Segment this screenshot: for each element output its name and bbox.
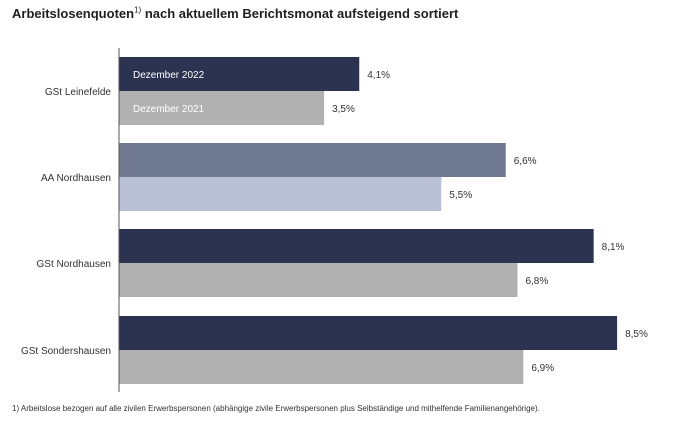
legend-label-dezember-2022: Dezember 2022 <box>133 70 205 81</box>
data-label-gst-nordhausen-dezember-2022: 8,1% <box>602 242 625 253</box>
bar-aa-nordhausen-dezember-2021 <box>119 177 442 211</box>
data-label-aa-nordhausen-dezember-2022: 6,6% <box>514 156 537 167</box>
bar-gst-leinefelde-dezember-2021 <box>119 91 325 125</box>
data-label-gst-leinefelde-dezember-2022: 4,1% <box>367 70 390 81</box>
chart-title: Arbeitslosenquoten1) nach aktuellem Beri… <box>12 6 458 21</box>
legend-label-dezember-2021: Dezember 2021 <box>133 104 205 115</box>
data-label-gst-sondershausen-dezember-2022: 8,5% <box>625 329 648 340</box>
bar-gst-sondershausen-dezember-2022 <box>119 316 618 350</box>
chart-title-footnote-mark: 1) <box>134 5 142 15</box>
category-label-gst-nordhausen: GSt Nordhausen <box>37 259 112 270</box>
chart-title-rest: nach aktuellem Berichtsmonat aufsteigend… <box>141 6 459 21</box>
category-label-gst-leinefelde: GSt Leinefelde <box>45 87 112 98</box>
bar-gst-nordhausen-dezember-2022 <box>119 229 594 263</box>
footnote: 1) Arbeitslose bezogen auf alle zivilen … <box>12 404 540 413</box>
data-label-gst-leinefelde-dezember-2021: 3,5% <box>332 104 355 115</box>
category-label-aa-nordhausen: AA Nordhausen <box>41 173 111 184</box>
bar-gst-leinefelde-dezember-2022 <box>119 57 360 91</box>
data-label-gst-nordhausen-dezember-2021: 6,8% <box>525 276 548 287</box>
data-label-gst-sondershausen-dezember-2021: 6,9% <box>531 363 554 374</box>
bar-gst-nordhausen-dezember-2021 <box>119 263 518 297</box>
data-label-aa-nordhausen-dezember-2021: 5,5% <box>449 190 472 201</box>
category-label-gst-sondershausen: GSt Sondershausen <box>21 346 111 357</box>
bar-aa-nordhausen-dezember-2022 <box>119 143 506 177</box>
bar-gst-sondershausen-dezember-2021 <box>119 350 524 384</box>
chart-title-text: Arbeitslosenquoten <box>12 6 135 21</box>
